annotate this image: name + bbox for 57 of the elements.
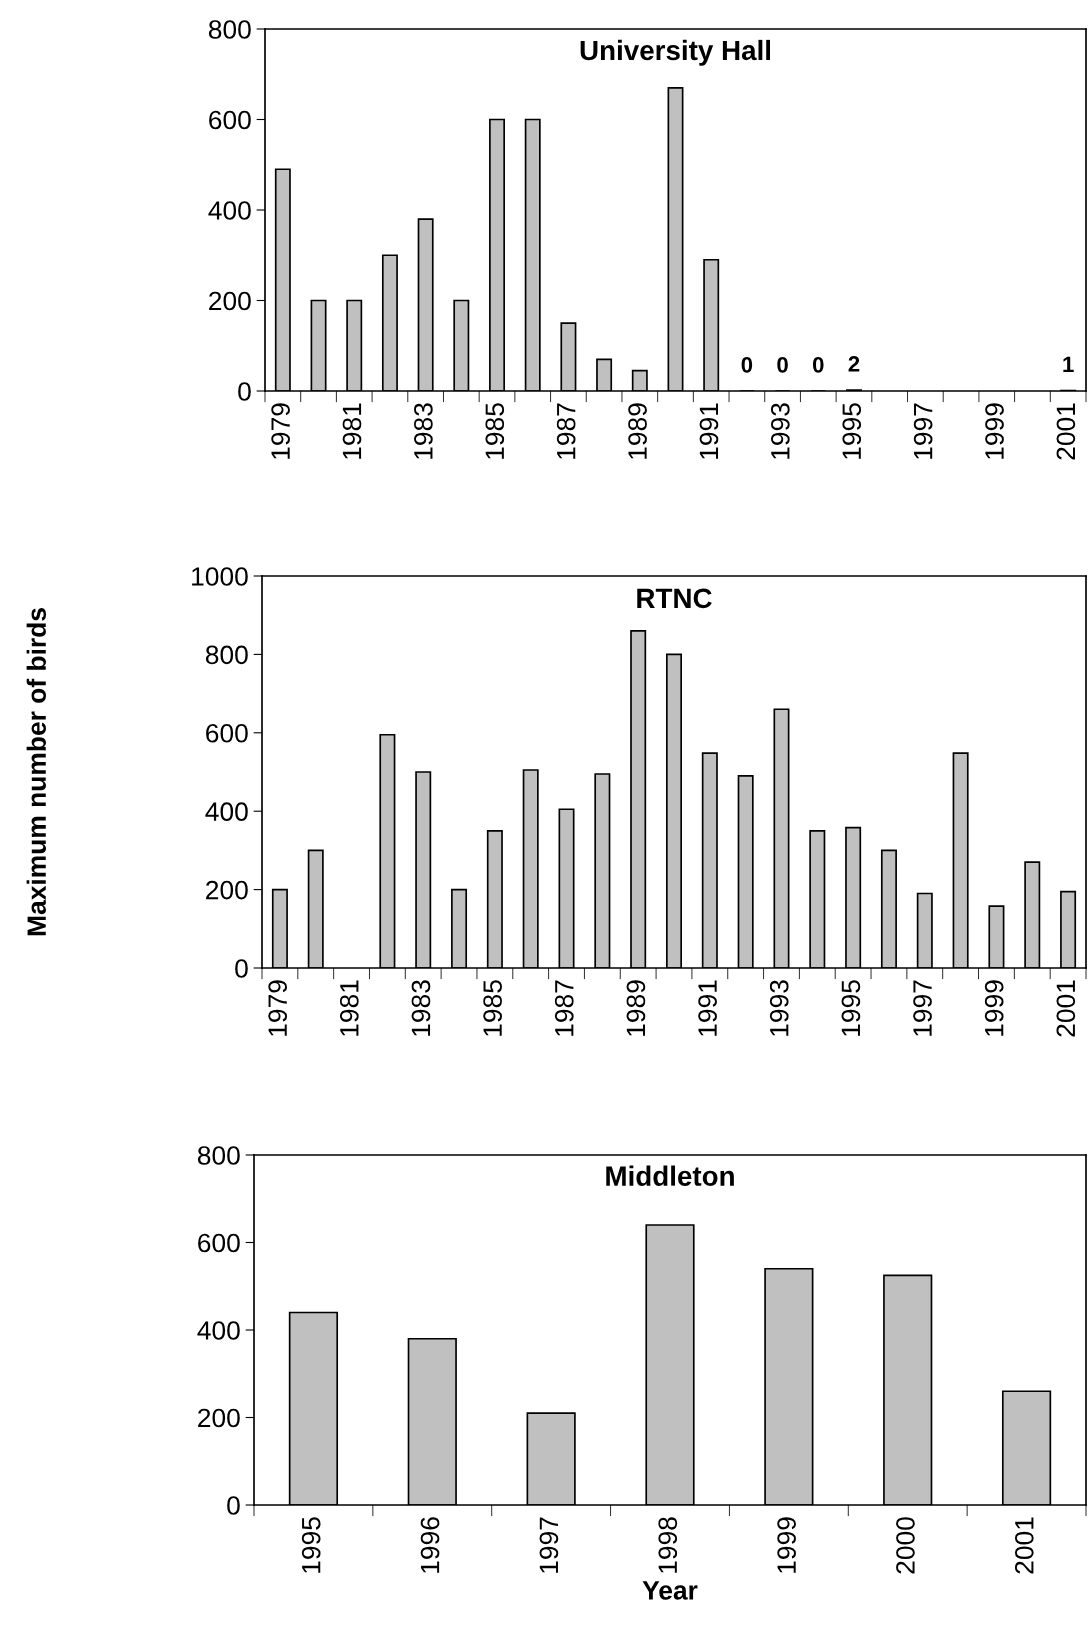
y-tick-label: 200 (206, 880, 248, 900)
x-tick-label: 1983 (411, 980, 431, 1036)
x-tick-label: 1985 (485, 403, 505, 459)
y-axis-title: Maximum number of birds (26, 608, 46, 936)
y-tick-label: 0 (235, 959, 248, 978)
x-tick-label: 1989 (628, 403, 647, 459)
chart-title: University Hall (580, 39, 771, 66)
x-tick-label: 1987 (554, 980, 574, 1036)
y-tick-label: 200 (209, 291, 251, 311)
x-tick-label: 1981 (339, 980, 359, 1036)
x-tick-label: 1997 (539, 1517, 559, 1573)
x-tick-label: 1997 (913, 980, 932, 1036)
x-tick-label: 1983 (414, 403, 433, 459)
x-tick-label: 1987 (556, 403, 576, 459)
y-tick-label: 0 (238, 382, 251, 401)
x-tick-label: 1993 (769, 980, 789, 1036)
x-tick-label: 1989 (626, 980, 646, 1036)
x-tick-label: 1995 (842, 403, 862, 459)
data-label: 1 (1063, 356, 1074, 373)
x-tick-label: 1979 (268, 980, 287, 1036)
x-tick-label: 1991 (698, 980, 717, 1036)
x-tick-label: 1999 (985, 403, 1004, 459)
data-label: 0 (812, 356, 824, 373)
y-tick-label: 400 (197, 1321, 240, 1340)
x-tick-label: 1991 (699, 403, 719, 459)
x-tick-label: 1996 (420, 1517, 440, 1573)
y-tick-label: 600 (206, 723, 248, 743)
data-label: 0 (741, 356, 753, 373)
x-tick-label: 1998 (658, 1517, 678, 1573)
y-tick-label: 600 (209, 110, 251, 130)
x-tick-label: 2001 (1056, 403, 1076, 460)
data-label: 2 (848, 356, 860, 372)
y-tick-label: 200 (198, 1408, 240, 1428)
x-tick-label: 2001 (1056, 980, 1076, 1037)
y-tick-label: 1000 (192, 567, 248, 586)
y-tick-label: 600 (198, 1233, 240, 1253)
x-tick-label: 1995 (301, 1517, 321, 1573)
x-tick-label: 1999 (777, 1517, 796, 1573)
y-tick-label: 800 (208, 20, 251, 39)
y-tick-label: 400 (205, 802, 248, 822)
x-tick-label: 2001 (1014, 1517, 1034, 1574)
y-tick-label: 800 (205, 645, 248, 665)
x-tick-label: 1995 (841, 980, 861, 1036)
chart-title: Middleton (606, 1165, 734, 1186)
x-tick-label: 1981 (342, 403, 362, 459)
x-tick-label: 1993 (770, 403, 790, 459)
y-tick-label: 0 (227, 1496, 240, 1515)
y-tick-label: 400 (208, 201, 251, 220)
x-tick-label: 1985 (483, 980, 502, 1036)
x-tick-label: 1999 (984, 980, 1004, 1036)
x-tick-label: 2000 (896, 1517, 915, 1574)
y-tick-label: 800 (197, 1146, 240, 1165)
x-tick-label: 1979 (271, 403, 290, 459)
data-label: 0 (777, 356, 788, 373)
x-tick-label: 1997 (913, 403, 933, 459)
chart-title: RTNC (637, 588, 712, 609)
x-axis-title: Year (642, 1581, 698, 1600)
